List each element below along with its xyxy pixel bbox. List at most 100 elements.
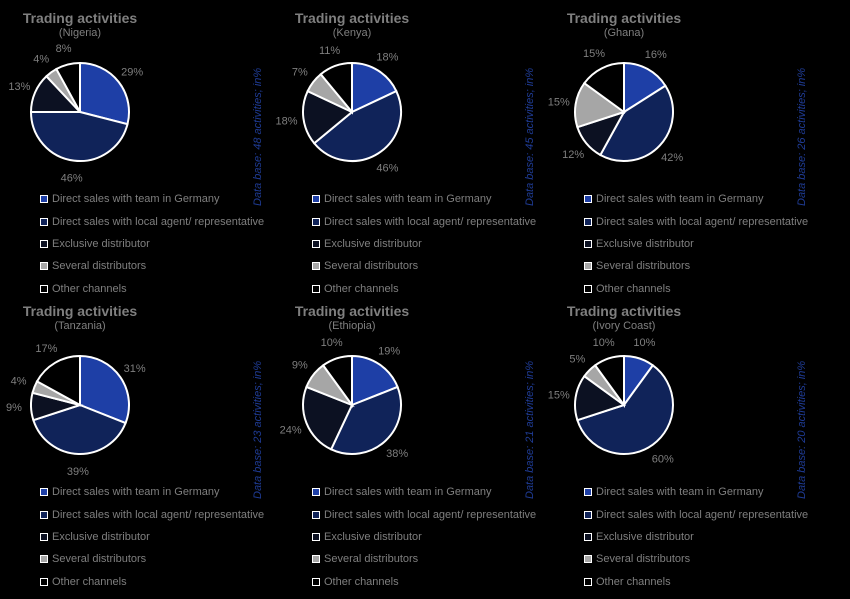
- legend-item: Other channels: [40, 571, 280, 593]
- legend-label: Exclusive distributor: [596, 530, 694, 543]
- legend-item: Exclusive distributor: [584, 526, 824, 548]
- legend-label: Direct sales with team in Germany: [52, 193, 220, 206]
- legend-item: Direct sales with team in Germany: [312, 481, 552, 503]
- legend-item: Other channels: [584, 571, 824, 593]
- chart-legend: Direct sales with team in Germany Direct …: [584, 481, 824, 593]
- legend-label: Several distributors: [324, 553, 419, 566]
- legend-item: Other channels: [584, 278, 824, 300]
- legend-swatch: [312, 532, 320, 541]
- pie-slice: [329, 385, 402, 455]
- legend-label: Direct sales with team in Germany: [52, 486, 220, 499]
- pie-slice: [302, 385, 354, 451]
- chart-panel: Trading activities (Ivory Coast) 10% 60% 1…: [544, 293, 816, 588]
- slice-data-label: 46%: [376, 163, 398, 175]
- legend-item: Direct sales with team in Germany: [312, 188, 552, 210]
- legend-label: Exclusive distributor: [596, 237, 694, 250]
- legend-swatch: [584, 555, 592, 564]
- legend-item: Other channels: [40, 278, 280, 300]
- legend-swatch: [40, 195, 48, 204]
- legend-swatch: [40, 555, 48, 564]
- slice-data-label: 8%: [56, 43, 72, 55]
- pie-slice: [302, 89, 354, 145]
- legend-label: Direct sales with team in Germany: [324, 486, 492, 499]
- legend-item: Direct sales with team in Germany: [584, 188, 824, 210]
- slice-data-label: 18%: [275, 115, 297, 127]
- slice-data-label: 17%: [35, 343, 57, 355]
- chart-subtitle: (Kenya): [332, 27, 372, 39]
- legend-swatch: [40, 510, 48, 519]
- chart-subtitle: (Ethiopia): [328, 320, 376, 332]
- legend-item: Direct sales with local agent/ represent…: [312, 210, 552, 232]
- chart-legend: Direct sales with team in Germany Direct …: [40, 481, 280, 593]
- legend-item: Exclusive distributor: [40, 233, 280, 255]
- chart-legend: Direct sales with team in Germany Direct …: [312, 188, 552, 300]
- slice-data-label: 10%: [593, 337, 615, 349]
- legend-item: Direct sales with team in Germany: [40, 481, 280, 503]
- legend-item: Several distributors: [312, 255, 552, 277]
- legend-item: Several distributors: [40, 548, 280, 570]
- pie-slice: [32, 403, 127, 455]
- legend-item: Direct sales with local agent/ represent…: [40, 503, 280, 525]
- pie-slice: [29, 111, 129, 162]
- slice-data-label: 38%: [386, 448, 408, 460]
- legend-swatch: [584, 577, 592, 586]
- legend-item: Several distributors: [312, 548, 552, 570]
- chart-subtitle: (Tanzania): [54, 320, 106, 332]
- slice-data-label: 13%: [8, 81, 30, 93]
- chart-panel: Trading activities (Ethiopia) 19% 38% 24% 9…: [272, 293, 544, 588]
- chart-panel: Trading activities (Nigeria) 29% 46% 13% 4%…: [0, 0, 272, 295]
- chart-subtitle: (Ghana): [603, 27, 645, 39]
- legend-label: Other channels: [596, 282, 671, 295]
- legend-item: Direct sales with team in Germany: [584, 481, 824, 503]
- chart-title: Trading activities: [566, 10, 682, 26]
- legend-label: Several distributors: [596, 260, 691, 273]
- legend-swatch: [40, 488, 48, 497]
- pie-chart: 29% 46% 13% 4% 8%: [8, 43, 143, 184]
- legend-label: Direct sales with local agent/ represent…: [52, 215, 265, 228]
- pie-slice: [35, 354, 81, 407]
- pie-slice: [576, 363, 675, 455]
- legend-swatch: [312, 217, 320, 226]
- legend-swatch: [584, 262, 592, 271]
- legend-label: Direct sales with local agent/ represent…: [596, 508, 809, 521]
- legend-item: Exclusive distributor: [584, 233, 824, 255]
- slice-data-label: 9%: [6, 402, 22, 414]
- legend-label: Direct sales with team in Germany: [324, 193, 492, 206]
- legend-label: Exclusive distributor: [52, 237, 150, 250]
- legend-swatch: [40, 239, 48, 248]
- legend-label: Direct sales with local agent/ represent…: [324, 215, 537, 228]
- legend-swatch: [584, 195, 592, 204]
- legend-swatch: [584, 510, 592, 519]
- slice-data-label: 31%: [124, 363, 146, 375]
- legend-label: Exclusive distributor: [52, 530, 150, 543]
- slice-data-label: 18%: [376, 51, 398, 63]
- legend-label: Several distributors: [324, 260, 419, 273]
- legend-label: Other channels: [324, 575, 399, 588]
- chart-title: Trading activities: [294, 10, 410, 26]
- slice-data-label: 12%: [562, 149, 584, 161]
- chart-title: Trading activities: [294, 303, 410, 319]
- slice-data-label: 60%: [652, 453, 674, 465]
- pie-slice: [79, 61, 130, 126]
- legend-label: Other channels: [596, 575, 671, 588]
- slice-data-label: 15%: [583, 48, 605, 60]
- legend-swatch: [584, 284, 592, 293]
- pie-slice: [312, 89, 402, 162]
- legend-item: Several distributors: [40, 255, 280, 277]
- legend-swatch: [312, 555, 320, 564]
- legend-swatch: [584, 532, 592, 541]
- legend-swatch: [40, 532, 48, 541]
- chart-subtitle: (Nigeria): [58, 27, 102, 39]
- legend-swatch: [40, 262, 48, 271]
- legend-swatch: [40, 284, 48, 293]
- legend-label: Direct sales with team in Germany: [596, 193, 764, 206]
- legend-label: Other channels: [52, 575, 127, 588]
- legend-item: Exclusive distributor: [312, 233, 552, 255]
- legend-label: Direct sales with team in Germany: [596, 486, 764, 499]
- chart-legend: Direct sales with team in Germany Direct …: [40, 188, 280, 300]
- legend-label: Several distributors: [52, 553, 147, 566]
- slice-data-label: 42%: [661, 152, 683, 164]
- chart-panel: Trading activities (Tanzania) 31% 39% 9% 4%…: [0, 293, 272, 588]
- pie-chart: 31% 39% 9% 4% 17%: [6, 343, 146, 478]
- legend-swatch: [584, 488, 592, 497]
